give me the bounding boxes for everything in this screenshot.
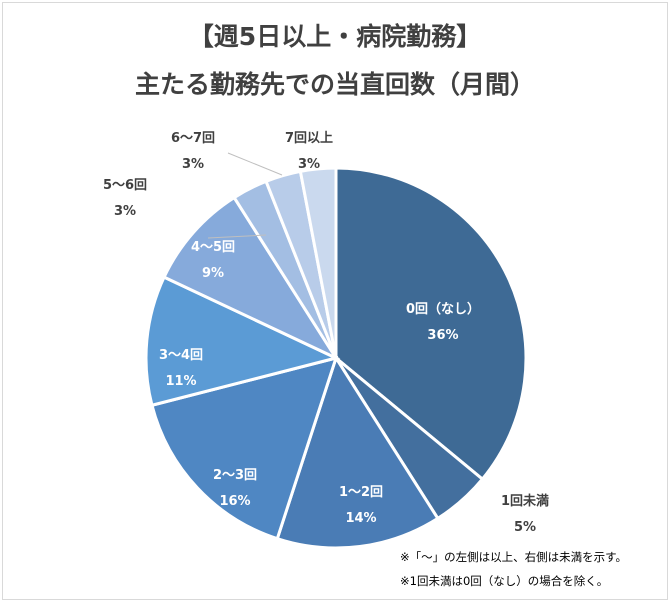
chart-title: 【週5日以上・病院勤務】 <box>188 22 482 51</box>
pie-chart <box>144 152 528 550</box>
data-label: 2～3回 16% <box>213 463 257 515</box>
category-label: 1回未満 <box>500 494 550 509</box>
pie-slice <box>298 166 338 359</box>
value-label: 36% <box>427 328 459 343</box>
data-label: 1回未満 5% <box>501 489 549 541</box>
data-label: 3～4回 11% <box>159 343 203 395</box>
data-label: 7回以上 3% <box>285 126 333 178</box>
category-label: 6～7回 <box>170 131 216 146</box>
value-label: 3% <box>113 204 137 219</box>
category-label: 7回以上 <box>284 131 334 146</box>
category-label: 0回（なし） <box>405 302 481 317</box>
pie-slice <box>275 354 440 550</box>
data-label: 6～7回 3% <box>171 126 215 178</box>
category-label: 1～2回 <box>338 485 384 500</box>
value-label: 3% <box>181 157 205 172</box>
value-label: 14% <box>345 511 377 526</box>
value-label: 11% <box>165 374 197 389</box>
note-2: ※1回未満は0回（なし）の場合を除く。 <box>400 574 609 588</box>
pie-slice <box>162 195 341 362</box>
category-label: 5～6回 <box>102 178 148 193</box>
pie-slice <box>144 275 341 408</box>
leader-line <box>227 152 283 176</box>
value-label: 5% <box>513 520 537 535</box>
data-label: 1～2回 14% <box>339 480 383 532</box>
category-label: 4～5回 <box>190 240 236 255</box>
data-label: 5～6回 3% <box>103 173 147 225</box>
leader-line <box>207 234 267 239</box>
category-label: 3～4回 <box>158 348 204 363</box>
pie-slice <box>334 166 528 482</box>
note-1: ※「～」の左側は以上、右側は未満を示す。 <box>400 550 627 564</box>
data-label: 0回（なし） 36% <box>406 297 480 349</box>
data-label: 4～5回 9% <box>191 235 235 287</box>
value-label: 3% <box>297 157 321 172</box>
value-label: 9% <box>201 266 225 281</box>
chart-subtitle: 主たる勤務先での当直回数（月間） <box>134 70 535 99</box>
pie-slice <box>150 355 339 541</box>
category-label: 2～3回 <box>212 468 258 483</box>
value-label: 16% <box>219 494 251 509</box>
